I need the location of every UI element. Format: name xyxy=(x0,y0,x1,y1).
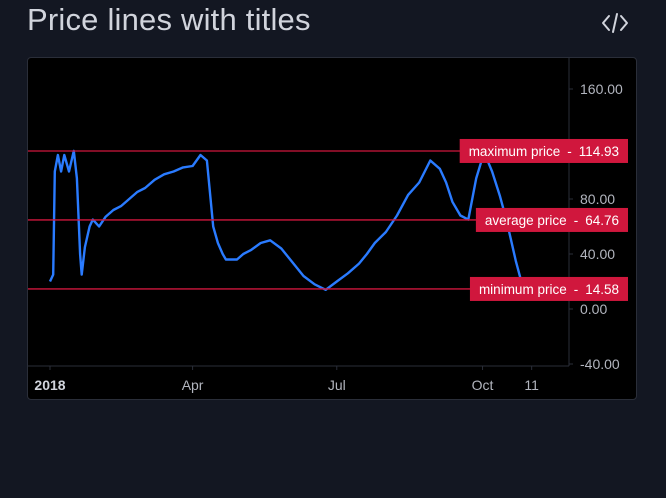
price-line-value: 14.58 xyxy=(585,282,619,297)
price-line-title: average price xyxy=(485,213,567,228)
y-tick-label: 80.00 xyxy=(580,191,615,207)
price-line-separator: - xyxy=(567,144,572,159)
x-tick-label: Oct xyxy=(472,377,494,393)
price-line-label-bg xyxy=(459,138,628,163)
price-line-value: 64.76 xyxy=(585,213,619,228)
x-tick-label: 11 xyxy=(524,377,539,393)
price-line-label-bg xyxy=(469,276,628,301)
y-tick-label: -40.00 xyxy=(580,356,620,372)
x-tick-label: Jul xyxy=(328,377,346,393)
price-line-label: minimum price -14.58 xyxy=(469,276,628,301)
code-icon xyxy=(602,13,628,33)
price-series-line[interactable] xyxy=(48,149,538,292)
y-tick-label: 40.00 xyxy=(580,246,615,262)
price-line-separator: - xyxy=(574,213,579,228)
y-tick-label: 0.00 xyxy=(580,301,607,317)
x-tick-label: Apr xyxy=(182,377,204,393)
price-line-separator: - xyxy=(574,282,579,297)
price-line-title: maximum price xyxy=(469,144,561,159)
price-line-label: average price -64.76 xyxy=(475,207,628,232)
price-line-value: 114.93 xyxy=(579,144,619,159)
page-title: Price lines with titles xyxy=(27,2,311,37)
price-line-label: maximum price -114.93 xyxy=(459,138,628,163)
price-line-title: minimum price xyxy=(479,282,567,297)
x-tick-label: 2018 xyxy=(34,377,65,393)
y-tick-label: 160.00 xyxy=(580,81,623,97)
code-button[interactable] xyxy=(596,8,634,38)
price-line-label-bg xyxy=(475,207,628,232)
